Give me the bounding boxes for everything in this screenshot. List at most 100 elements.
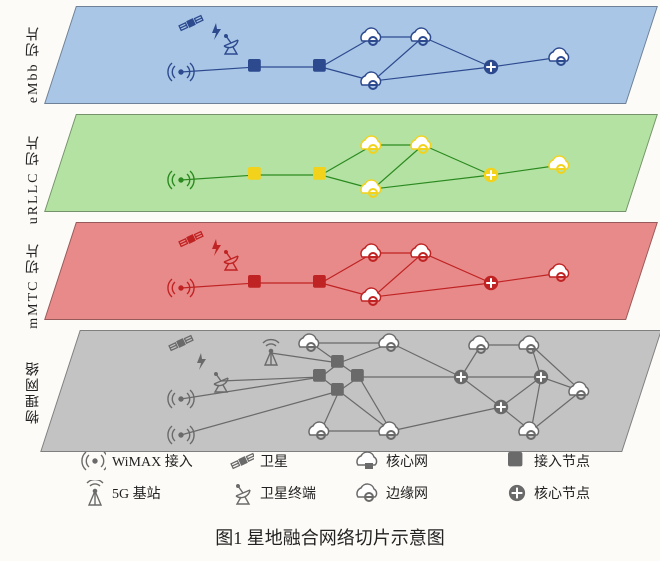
- edge: [391, 407, 501, 431]
- cloud-node: [411, 28, 431, 45]
- edge: [423, 145, 491, 175]
- bolt-icon: [212, 239, 221, 256]
- legend-item-cloud_edge: 边缘网: [354, 482, 494, 504]
- legend-item-access: 接入节点: [502, 450, 620, 472]
- edge: [461, 377, 501, 407]
- bolt-node: [197, 353, 206, 370]
- edge: [181, 283, 256, 288]
- wimax-node: [168, 171, 194, 189]
- cloud-node: [519, 422, 539, 439]
- legend-item-cloud_core: 核心网: [354, 450, 494, 472]
- access-node: [351, 369, 364, 382]
- wimax-node: [168, 63, 194, 81]
- wimax-node: [168, 390, 194, 408]
- access-node: [313, 167, 326, 180]
- legend-row-2: 5G 基站 卫星终端 边缘网 核心节点: [60, 482, 640, 504]
- bolt-icon: [212, 23, 221, 40]
- core-icon: [502, 482, 528, 504]
- legend-item-core: 核心节点: [502, 482, 620, 504]
- legend-label: 卫星终端: [260, 483, 316, 503]
- legend-label: 接入节点: [534, 451, 590, 471]
- cloud-node: [549, 48, 569, 65]
- cloud-node: [361, 180, 381, 197]
- cloud-node: [309, 422, 329, 439]
- edge: [423, 37, 491, 67]
- cloud_edge-icon: [354, 482, 380, 504]
- core-node: [484, 168, 498, 182]
- sat-icon: [228, 450, 254, 472]
- wimax-node: [168, 279, 194, 297]
- legend-label: 核心网: [386, 451, 428, 471]
- cloud-node: [411, 244, 431, 261]
- dish-icon: [228, 482, 254, 504]
- legend-label: WiMAX 接入: [112, 451, 193, 471]
- cloud_core-icon: [354, 450, 380, 472]
- edge: [531, 391, 581, 431]
- legend-label: 边缘网: [386, 483, 428, 503]
- edge: [373, 37, 423, 81]
- cloud-node: [379, 334, 399, 351]
- legend-item-sat: 卫星: [228, 450, 346, 472]
- slice-urllc: [44, 114, 658, 212]
- legend-label: 核心节点: [534, 483, 590, 503]
- access-node: [331, 355, 344, 368]
- slice-embb: [44, 6, 658, 104]
- edge: [423, 253, 491, 283]
- core-node: [494, 400, 508, 414]
- access-node: [248, 275, 261, 288]
- slice-label-mmtc: mMTC 切片: [24, 242, 44, 329]
- access-node: [248, 167, 261, 180]
- cloud-node: [299, 334, 319, 351]
- slice-label-phys: 物理网络: [24, 360, 44, 424]
- core-node: [484, 276, 498, 290]
- edge: [373, 283, 491, 297]
- wimax-node: [168, 426, 194, 444]
- edge: [373, 67, 491, 81]
- sat-node: [169, 335, 193, 351]
- dish-node: [214, 373, 228, 392]
- edge: [373, 145, 423, 189]
- legend-label: 5G 基站: [112, 483, 161, 503]
- figure-caption: 图1 星地融合网络切片示意图: [0, 524, 660, 550]
- access-node: [331, 383, 344, 396]
- edge: [373, 253, 423, 297]
- core-node: [484, 60, 498, 74]
- legend-item-dish: 卫星终端: [228, 482, 346, 504]
- legend-row-1: WiMAX 接入 卫星 核心网 接入节点: [60, 450, 640, 472]
- legend: WiMAX 接入 卫星 核心网 接入节点 5G 基站 卫星终端 边缘网 核心节点: [60, 450, 640, 514]
- slice-label-urllc: uRLLC 切片: [24, 134, 44, 224]
- edge: [373, 175, 491, 189]
- edge: [501, 377, 541, 407]
- access-node: [313, 369, 326, 382]
- cloud-node: [519, 336, 539, 353]
- edge: [181, 67, 256, 72]
- sat-icon: [179, 15, 203, 31]
- slices-stack: eMbb 切片 uRLLC 切片 mMTC 切片物理网络: [0, 0, 660, 450]
- cloud-node: [361, 288, 381, 305]
- cloud-node: [569, 382, 589, 399]
- slice-mmtc: [44, 222, 658, 320]
- core-node: [534, 370, 548, 384]
- edge: [181, 175, 256, 180]
- cloud-node: [549, 156, 569, 173]
- cloud-node: [549, 264, 569, 281]
- edge: [271, 353, 339, 363]
- access-node: [313, 275, 326, 288]
- dish-icon: [224, 251, 238, 270]
- access-node: [313, 59, 326, 72]
- legend-item-bs: 5G 基站: [80, 482, 220, 504]
- cloud-node: [361, 72, 381, 89]
- core-node: [454, 370, 468, 384]
- cloud-node: [411, 136, 431, 153]
- access-node: [248, 59, 261, 72]
- slice-label-embb: eMbb 切片: [24, 25, 44, 103]
- bs-node: [263, 340, 279, 365]
- legend-label: 卫星: [260, 451, 288, 471]
- wimax-icon: [80, 450, 106, 472]
- legend-item-wimax: WiMAX 接入: [80, 450, 220, 472]
- cloud-node: [469, 336, 489, 353]
- dish-icon: [224, 35, 238, 54]
- edge: [391, 343, 461, 377]
- sat-icon: [179, 231, 203, 247]
- access-icon: [502, 450, 528, 472]
